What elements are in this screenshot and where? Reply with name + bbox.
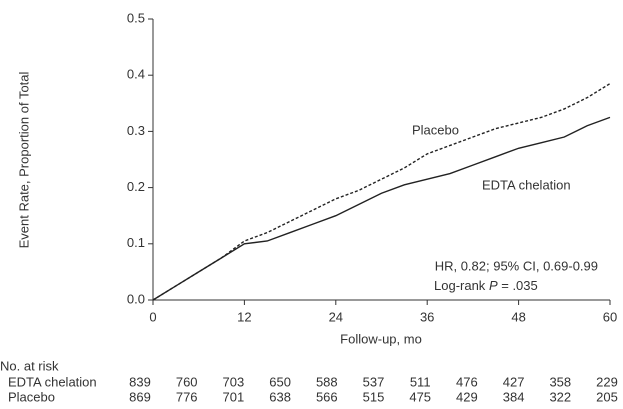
- y-tick-label: 0.3: [127, 123, 145, 138]
- x-tick-label: 36: [420, 309, 434, 324]
- series-line: [152, 116, 611, 301]
- logrank-annotation: Log-rank P = .035: [434, 278, 538, 293]
- y-tick-label: 0.2: [127, 179, 145, 194]
- y-tick-label: 0.1: [127, 235, 145, 250]
- x-tick-label: 0: [149, 309, 156, 324]
- risk-count: 588: [316, 374, 338, 389]
- risk-count: 384: [503, 389, 525, 404]
- hr-annotation: HR, 0.82; 95% CI, 0.69-0.99: [435, 258, 598, 273]
- x-axis-label: Follow-up, mo: [340, 331, 422, 346]
- risk-count: 229: [596, 374, 618, 389]
- risk-count: 839: [129, 374, 151, 389]
- risk-count: 322: [549, 389, 571, 404]
- risk-count: 869: [129, 389, 151, 404]
- x-tick-label: 12: [237, 309, 251, 324]
- risk-table-title: No. at risk: [0, 358, 59, 373]
- logrank-p: P: [489, 278, 498, 293]
- risk-row-name: Placebo: [8, 389, 55, 404]
- logrank-prefix: Log-rank: [434, 278, 486, 293]
- y-tick-label: 0.5: [127, 10, 145, 25]
- risk-count: 515: [363, 389, 385, 404]
- x-tick-label: 60: [603, 309, 617, 324]
- series-label: Placebo: [412, 122, 459, 137]
- risk-count: 205: [596, 389, 618, 404]
- risk-count: 476: [456, 374, 478, 389]
- risk-count: 776: [176, 389, 198, 404]
- risk-count: 701: [223, 389, 245, 404]
- risk-count: 429: [456, 389, 478, 404]
- risk-count: 475: [409, 389, 431, 404]
- risk-count: 566: [316, 389, 338, 404]
- risk-count: 358: [549, 374, 571, 389]
- risk-count: 650: [269, 374, 291, 389]
- risk-row-name: EDTA chelation: [8, 374, 97, 389]
- risk-count: 427: [503, 374, 525, 389]
- x-tick-label: 48: [511, 309, 525, 324]
- risk-count: 511: [410, 374, 431, 389]
- logrank-value: = .035: [501, 278, 538, 293]
- y-tick-label: 0.4: [127, 67, 145, 82]
- risk-count: 537: [363, 374, 385, 389]
- risk-count: 638: [269, 389, 291, 404]
- risk-count: 760: [176, 374, 198, 389]
- y-tick-label: 0.0: [127, 291, 145, 306]
- series-label: EDTA chelation: [482, 177, 571, 192]
- risk-count: 703: [223, 374, 245, 389]
- y-axis-label: Event Rate, Proportion of Total: [16, 71, 31, 248]
- x-tick-label: 24: [329, 309, 343, 324]
